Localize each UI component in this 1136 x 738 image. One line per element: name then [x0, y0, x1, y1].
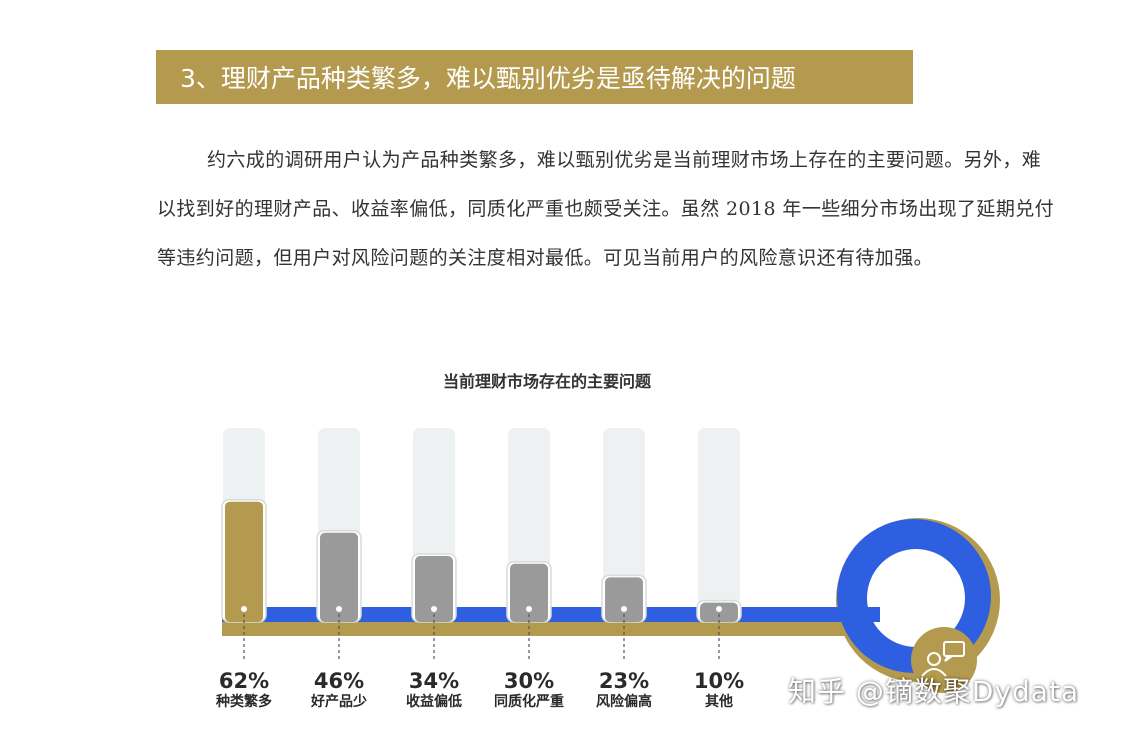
- bar-group-2: 46%好产品少: [310, 428, 367, 710]
- bar: [415, 556, 453, 622]
- value-label: 10%: [694, 669, 744, 693]
- base-line-gold: [222, 620, 912, 636]
- bar: [700, 602, 738, 622]
- watermark: 知乎 @镝数聚Dydata: [788, 675, 1080, 708]
- section-heading: 3、理财产品种类繁多，难以甄别优劣是亟待解决的问题: [156, 50, 913, 104]
- bar-dot: [431, 606, 437, 612]
- bar: [225, 501, 263, 622]
- badge-circle: [911, 627, 977, 693]
- bar-dot: [621, 606, 627, 612]
- bar-group-3: 34%收益偏低: [406, 428, 462, 710]
- value-label: 23%: [599, 669, 649, 693]
- bar-dot: [241, 606, 247, 612]
- value-label: 34%: [409, 669, 459, 693]
- bar: [510, 563, 548, 622]
- bar-dot: [716, 606, 722, 612]
- ring-hole: [867, 549, 965, 647]
- bar-group-6: 10%其他: [694, 428, 744, 710]
- category-label: 同质化严重: [494, 693, 564, 710]
- bar: [320, 532, 358, 622]
- chart-title: 当前理财市场存在的主要问题: [443, 372, 652, 391]
- bar-dot: [336, 606, 342, 612]
- bar-track: [603, 428, 645, 622]
- bar-track: [698, 428, 740, 622]
- value-label: 46%: [314, 669, 364, 693]
- category-label: 收益偏低: [406, 693, 462, 710]
- bar-group-4: 30%同质化严重: [494, 428, 564, 710]
- bar-group-1: 62%种类繁多: [215, 428, 272, 710]
- category-label: 好产品少: [310, 693, 367, 710]
- category-label: 其他: [705, 693, 733, 710]
- value-label: 30%: [504, 669, 554, 693]
- category-label: 风险偏高: [596, 693, 652, 710]
- icon-bubble-tail: [944, 655, 953, 662]
- ring-connector: [820, 607, 880, 622]
- value-label: 62%: [219, 669, 269, 693]
- icon-head: [927, 652, 941, 666]
- bar-dot: [526, 606, 532, 612]
- bars-group: 62%种类繁多 46%好产品少 34%收益偏低 30%同质化严重 23%风险偏高 10%其…: [215, 428, 744, 710]
- icon-bubble: [943, 641, 965, 657]
- body-paragraph: 约六成的调研用户认为产品种类繁多，难以甄别优劣是当前理财市场上存在的主要问题。另…: [157, 149, 1055, 269]
- icon-body: [921, 668, 947, 677]
- section-heading-text: 3、理财产品种类繁多，难以甄别优劣是亟待解决的问题: [180, 64, 796, 93]
- bar-group-5: 23%风险偏高: [596, 428, 652, 710]
- category-label: 种类繁多: [215, 693, 272, 710]
- user-question-icon: [921, 641, 965, 677]
- bar: [605, 577, 643, 622]
